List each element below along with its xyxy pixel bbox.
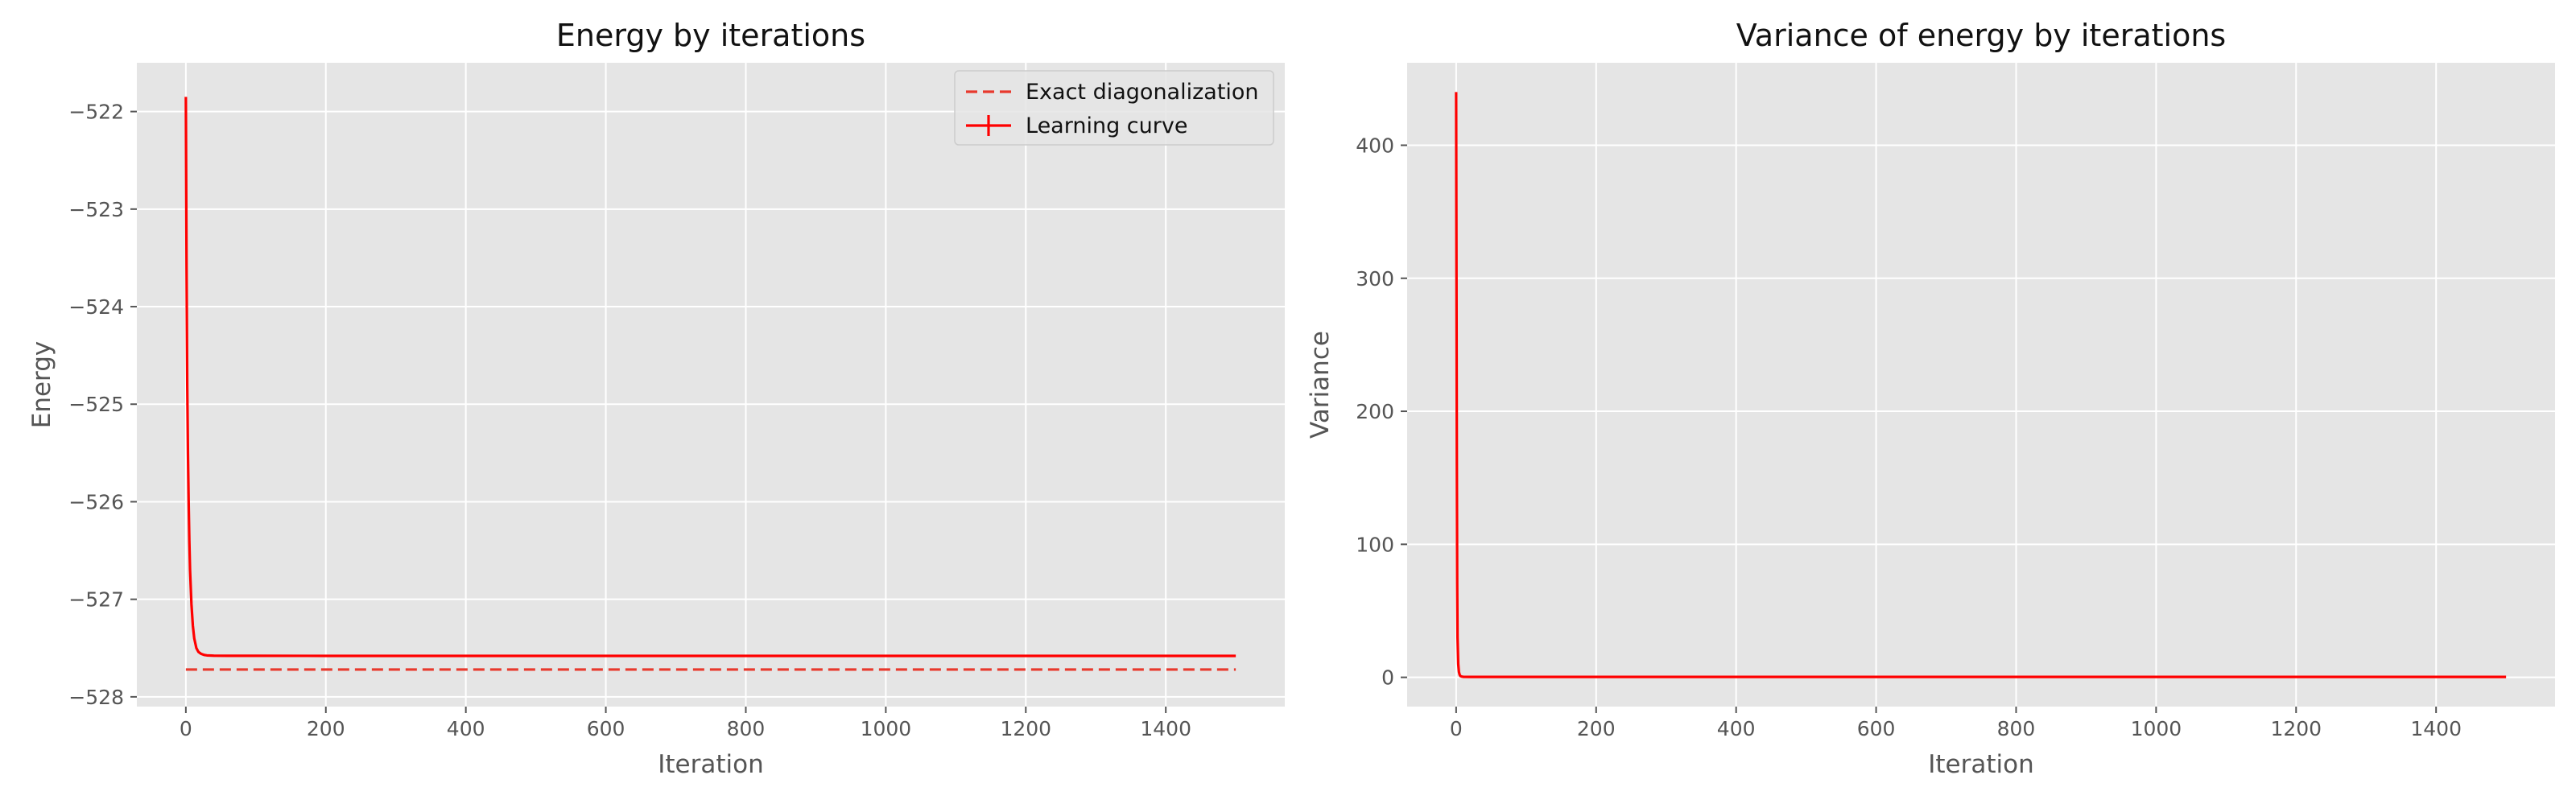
legend-label: Learning curve: [1026, 113, 1187, 138]
x-tick-label: 1200: [2270, 717, 2322, 740]
y-tick-label: −526: [68, 490, 124, 513]
chart-title: Energy by iterations: [556, 18, 865, 53]
x-axis-label: Iteration: [658, 750, 764, 779]
x-tick-label: 400: [447, 717, 485, 740]
legend: [954, 70, 1274, 146]
y-tick-label: −523: [68, 198, 124, 221]
learning-curve-line: [184, 97, 1236, 658]
y-axis-label: Energy: [27, 341, 56, 429]
y-tick-label: 400: [1356, 134, 1394, 157]
y-tick-label: 200: [1356, 400, 1394, 423]
y-tick-label: −522: [68, 101, 124, 124]
y-tick-label: −528: [68, 686, 124, 709]
y-tick-label: 100: [1356, 533, 1394, 556]
y-tick-label: 300: [1356, 267, 1394, 291]
x-tick-label: 1400: [1140, 717, 1191, 740]
x-tick-label: 1400: [2410, 717, 2462, 740]
x-tick-label: 800: [727, 717, 766, 740]
y-tick-label: −527: [68, 588, 124, 612]
y-tick-label: −524: [68, 295, 124, 319]
x-tick-label: 600: [1857, 717, 1896, 740]
x-tick-label: 1000: [861, 717, 912, 740]
x-tick-label: 0: [180, 717, 192, 740]
x-axis-label: Iteration: [1928, 750, 2034, 779]
x-tick-label: 800: [1997, 717, 2036, 740]
x-tick-label: 200: [1577, 717, 1616, 740]
plot-area: [1407, 63, 2555, 707]
x-tick-label: 0: [1450, 717, 1463, 740]
variance-chart: 0 200 400 600 800 1000 1200 1400 0 100 200 300 400 Va…: [1306, 18, 2555, 779]
energy-chart: 0 200 400 600 800 1000 1200 1400 −528 −527 −526 −52…: [27, 18, 1285, 779]
x-tick-label: 200: [307, 717, 345, 740]
x-tick-label: 400: [1717, 717, 1756, 740]
x-tick-label: 1000: [2131, 717, 2182, 740]
x-tick-label: 600: [587, 717, 625, 740]
legend-label: Exact diagonalization: [1026, 80, 1259, 105]
learning-curve-line: [1455, 92, 2507, 678]
chart-title: Variance of energy by iterations: [1736, 18, 2226, 53]
y-tick-label: −525: [68, 393, 124, 416]
plot-area: [137, 63, 1285, 707]
y-tick-label: 0: [1381, 666, 1394, 690]
y-axis-label: Variance: [1306, 331, 1335, 439]
x-tick-label: 1200: [1000, 717, 1051, 740]
